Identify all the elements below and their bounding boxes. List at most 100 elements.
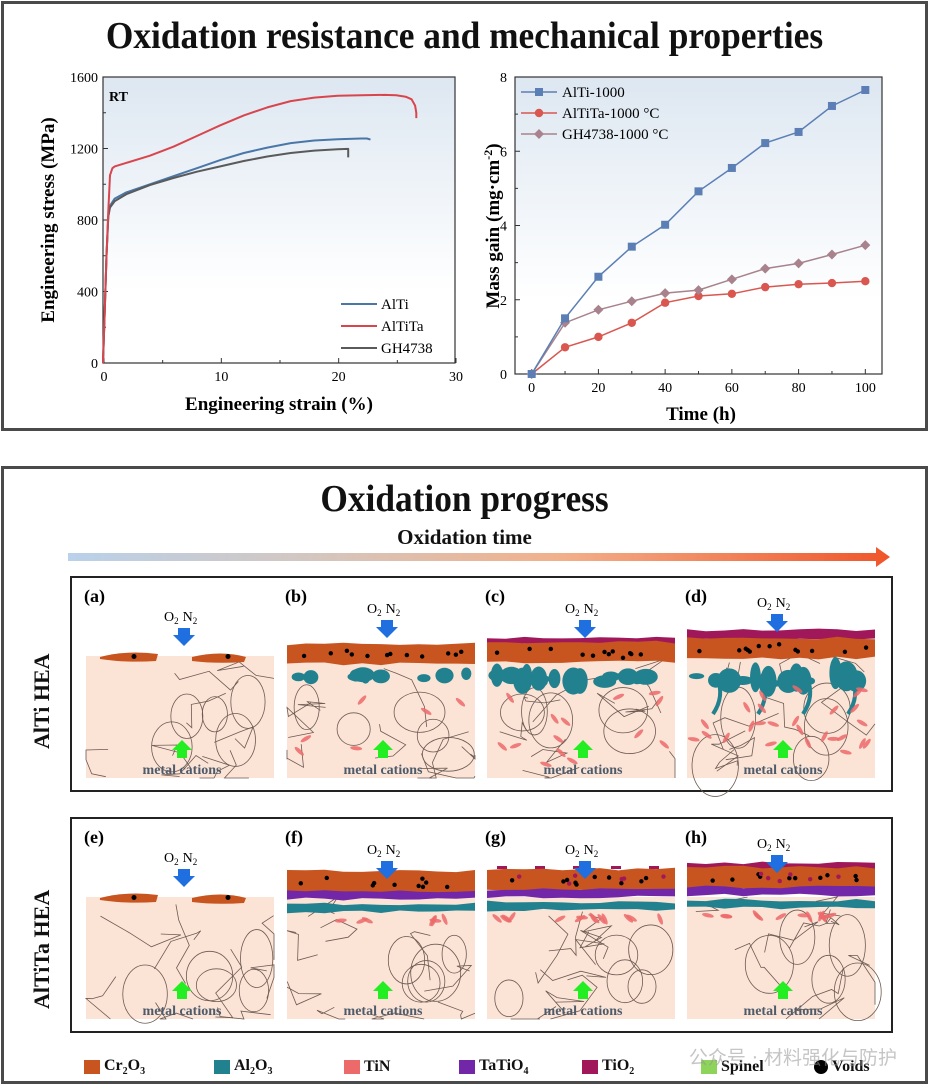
- al2o3-particle: [633, 668, 658, 685]
- legend-item-spinel: Spinel: [701, 1054, 764, 1080]
- grain: [410, 943, 462, 1002]
- schematic-panel-a: O2 N2(a)metal cations: [84, 586, 275, 779]
- tin-precipitate: [356, 918, 368, 924]
- grain-boundary: [545, 990, 585, 1014]
- void-dot: [638, 652, 644, 657]
- al2o3-particle: [435, 667, 454, 684]
- tin-precipitate: [455, 697, 466, 707]
- color-swatch: [344, 1060, 360, 1074]
- al2o3-particle: [778, 676, 791, 688]
- y-tick-label: 0: [91, 357, 98, 372]
- tio2-island: [649, 866, 659, 869]
- grain: [238, 968, 270, 1013]
- legend-label: TiO2: [602, 1056, 635, 1078]
- al2o3-particle: [572, 668, 588, 694]
- tin-precipitate: [687, 737, 700, 742]
- cr2o3-layer: [287, 869, 475, 895]
- o-sub: 2: [575, 608, 580, 618]
- grain-boundary: [217, 1007, 271, 1020]
- grain-boundary: [523, 696, 561, 704]
- void-dot: [863, 645, 869, 650]
- o-label: O: [164, 610, 174, 625]
- cation-arrow-icon: [373, 981, 393, 999]
- data-point: [727, 163, 736, 172]
- grain: [811, 954, 846, 1004]
- void-dot: [767, 644, 772, 649]
- y-label-main: Mass gain (mg·cm: [483, 160, 504, 309]
- grain-boundary: [320, 919, 358, 942]
- legend-item-al: Al2O3: [214, 1054, 272, 1080]
- grain: [122, 964, 168, 1024]
- grain: [195, 968, 237, 1003]
- gas-label: O2 N2: [367, 843, 400, 859]
- grain-boundary: [734, 942, 786, 992]
- gas-arrow-icon: [173, 869, 195, 887]
- gas-label: O2 N2: [565, 602, 598, 618]
- gas-label: O2 N2: [164, 851, 197, 867]
- al2o3-layer: [287, 902, 475, 914]
- tin-precipitate: [701, 730, 712, 739]
- cation-arrow-icon: [573, 740, 593, 758]
- void-dot: [445, 651, 451, 656]
- y-tick-label: 8: [500, 71, 507, 86]
- al2o3-particle: [593, 675, 617, 688]
- al2o3-intrusion: [711, 677, 723, 716]
- tio2-island: [497, 866, 507, 869]
- cr2o3-layer: [487, 867, 675, 893]
- tin-precipitate: [634, 729, 644, 739]
- o-label: O: [367, 602, 377, 617]
- grain-boundary: [625, 699, 659, 713]
- grain: [407, 960, 446, 1003]
- gas-arrow-icon: [574, 620, 596, 638]
- data-point: [793, 258, 804, 269]
- tin-precipitate: [500, 915, 511, 923]
- grain: [833, 962, 882, 1022]
- tin-precipitate: [420, 707, 432, 715]
- al2o3-particle: [500, 666, 523, 685]
- void-dot: [590, 653, 596, 658]
- mass-gain-chart: 0 20 40 60 80 100 0 2 4 6 8 Time (h) Mass gain (mg…: [481, 71, 883, 424]
- grain-boundary: [437, 1001, 476, 1020]
- void-dot: [777, 878, 782, 884]
- tin-precipitate: [509, 742, 522, 749]
- oxidation-progress-panel: Oxidation progress Oxidation time AlTi H…: [1, 466, 928, 1084]
- panel-title: Oxidation resistance and mechanical prop…: [105, 15, 824, 57]
- mechanical-oxidation-panel: Oxidation resistance and mechanical prop…: [1, 1, 928, 431]
- grain-boundary: [540, 969, 607, 981]
- grain-boundary: [155, 1002, 194, 1020]
- tin-precipitate: [357, 695, 367, 705]
- grain: [494, 979, 524, 1018]
- gas-label: O2 N2: [565, 843, 598, 859]
- n-label: N: [386, 602, 396, 617]
- x-axis-label: Engineering strain (%): [185, 394, 373, 415]
- tin-precipitate: [862, 738, 871, 749]
- tin-precipitate: [748, 720, 755, 732]
- al2o3-particle: [461, 667, 472, 680]
- tin-precipitate: [804, 737, 812, 749]
- void-dot: [710, 878, 715, 883]
- tin-precipitate: [556, 748, 566, 758]
- watermark: 公众号 · 材料强化与防护: [688, 1047, 897, 1069]
- panel-label-g: (g): [485, 827, 506, 848]
- grain: [598, 687, 648, 734]
- cation-arrow-icon: [373, 740, 393, 758]
- void-dot: [756, 643, 761, 649]
- legend-label: AlTiTa-1000 °C: [562, 106, 659, 122]
- oxidation-time-label: Oxidation time: [397, 525, 532, 549]
- grain-boundary: [174, 670, 239, 691]
- void-dot: [602, 649, 607, 655]
- cr2o3-layer: [687, 636, 875, 660]
- tin-precipitate: [829, 705, 839, 715]
- void-dot: [371, 880, 377, 886]
- void-dot: [298, 881, 303, 886]
- al2o3-intrusion: [801, 677, 813, 716]
- void-dot: [776, 642, 782, 647]
- y-tick-label: 0: [500, 368, 507, 383]
- grain-boundary: [580, 930, 609, 959]
- grain: [441, 934, 467, 974]
- void-dot: [606, 875, 612, 880]
- void-dot: [610, 649, 615, 654]
- cation-label: metal cations: [544, 1004, 623, 1019]
- n-sub: 2: [193, 616, 198, 626]
- void-dot: [459, 649, 464, 655]
